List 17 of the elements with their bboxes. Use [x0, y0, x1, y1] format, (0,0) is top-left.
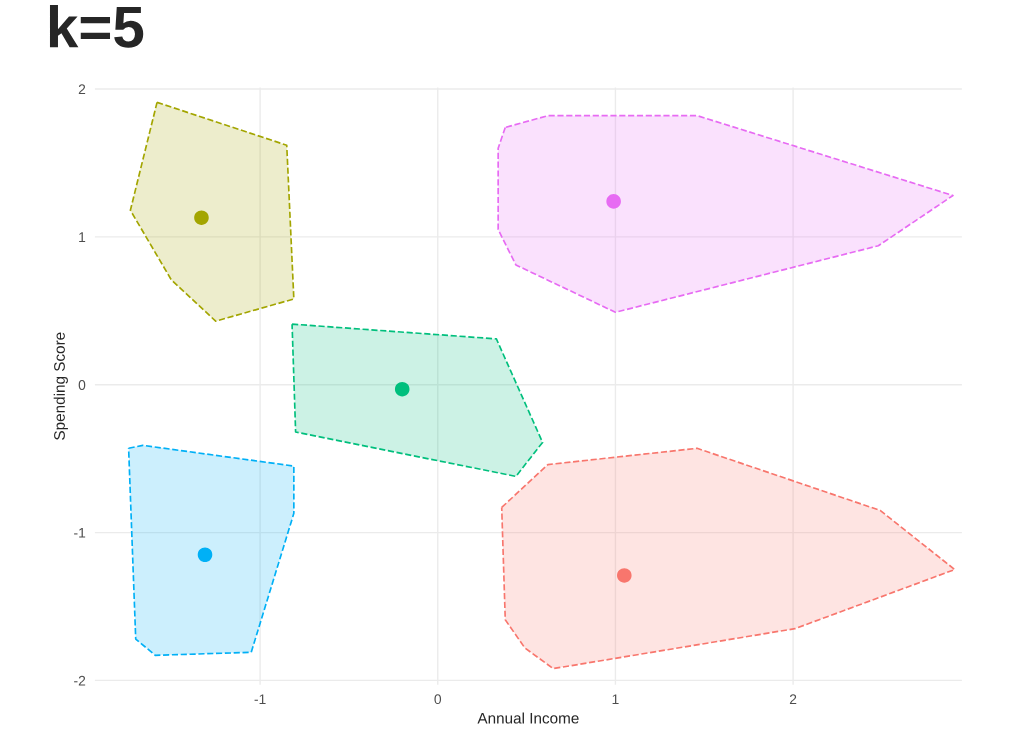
point: [394, 381, 410, 397]
x-axis-title: Annual Income: [477, 712, 579, 724]
chart-title: k=5: [49, 4, 144, 48]
point: [617, 568, 632, 583]
y-tick-label: 0: [78, 380, 86, 390]
point: [194, 210, 209, 225]
point: [197, 547, 213, 563]
x-tick-label: 1: [612, 694, 619, 704]
y-tick-label: -1: [74, 528, 86, 538]
y-tick-label: -2: [74, 675, 86, 686]
x-tick-label: -1: [254, 694, 266, 704]
y-tick-label: 1: [79, 232, 86, 242]
point: [606, 194, 621, 209]
y-axis-title: Spending Score: [53, 332, 68, 440]
y-tick-label: 2: [78, 84, 86, 95]
x-tick-label: 2: [789, 694, 797, 704]
x-tick-label: 0: [434, 694, 442, 705]
